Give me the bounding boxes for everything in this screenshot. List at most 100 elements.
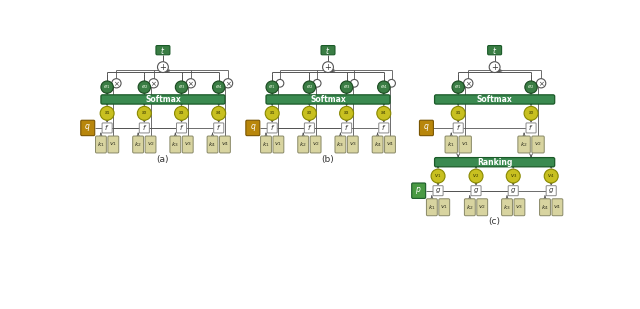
Text: $v_2$: $v_2$: [534, 141, 542, 148]
Circle shape: [506, 169, 520, 183]
Text: $e_2$: $e_2$: [527, 83, 535, 91]
Text: $k_1$: $k_1$: [447, 140, 455, 149]
FancyBboxPatch shape: [214, 123, 224, 133]
Text: $s_1$: $s_1$: [269, 109, 276, 117]
FancyBboxPatch shape: [335, 136, 346, 153]
FancyBboxPatch shape: [260, 136, 271, 153]
FancyBboxPatch shape: [273, 136, 284, 153]
Text: $v_3$: $v_3$: [349, 141, 357, 148]
Circle shape: [489, 62, 500, 73]
Text: $e_2$: $e_2$: [306, 83, 313, 91]
FancyBboxPatch shape: [526, 123, 536, 133]
Circle shape: [265, 106, 279, 120]
Text: $e_3$: $e_3$: [178, 83, 185, 91]
Text: $s_4$: $s_4$: [380, 109, 387, 117]
FancyBboxPatch shape: [101, 95, 225, 104]
Text: $k_3$: $k_3$: [503, 203, 511, 212]
Text: $v_4$: $v_4$: [547, 172, 555, 180]
Text: $e_4$: $e_4$: [380, 83, 388, 91]
FancyBboxPatch shape: [140, 123, 149, 133]
Text: $\times$: $\times$: [465, 79, 472, 87]
Text: $v_2$: $v_2$: [472, 172, 480, 180]
Text: $v_1$: $v_1$: [461, 141, 469, 148]
Text: $g$: $g$: [510, 186, 516, 195]
Text: $k_2$: $k_2$: [134, 140, 142, 149]
Circle shape: [377, 106, 391, 120]
FancyBboxPatch shape: [108, 136, 119, 153]
FancyBboxPatch shape: [379, 123, 389, 133]
Circle shape: [212, 81, 225, 93]
FancyBboxPatch shape: [207, 136, 218, 153]
Text: $v_4$: $v_4$: [386, 141, 394, 148]
FancyBboxPatch shape: [81, 120, 95, 136]
FancyBboxPatch shape: [465, 199, 476, 216]
FancyBboxPatch shape: [502, 199, 513, 216]
FancyBboxPatch shape: [546, 186, 556, 196]
Circle shape: [138, 106, 151, 120]
FancyBboxPatch shape: [95, 136, 106, 153]
Circle shape: [388, 79, 396, 87]
Text: $e_2$: $e_2$: [141, 83, 148, 91]
Text: $k_4$: $k_4$: [541, 203, 549, 212]
FancyBboxPatch shape: [182, 136, 193, 153]
FancyBboxPatch shape: [220, 136, 230, 153]
Circle shape: [544, 169, 558, 183]
Text: (b): (b): [322, 154, 334, 164]
Circle shape: [340, 106, 353, 120]
Circle shape: [223, 79, 233, 88]
Circle shape: [313, 79, 321, 87]
Text: $f$: $f$: [307, 123, 312, 133]
FancyBboxPatch shape: [177, 123, 187, 133]
FancyBboxPatch shape: [532, 136, 544, 153]
Circle shape: [378, 81, 390, 93]
FancyBboxPatch shape: [435, 95, 555, 104]
Text: $\times$: $\times$: [150, 79, 157, 87]
Text: $k_1$: $k_1$: [97, 140, 105, 149]
Text: $k_4$: $k_4$: [209, 140, 216, 149]
Circle shape: [149, 79, 158, 88]
Text: $v_3$: $v_3$: [184, 141, 192, 148]
FancyBboxPatch shape: [488, 45, 502, 55]
FancyBboxPatch shape: [246, 120, 260, 136]
Text: $k_2$: $k_2$: [300, 140, 307, 149]
Text: $e_1$: $e_1$: [268, 83, 276, 91]
Circle shape: [452, 81, 465, 93]
FancyBboxPatch shape: [445, 136, 458, 153]
FancyBboxPatch shape: [426, 199, 437, 216]
Text: $f$: $f$: [456, 123, 461, 133]
Text: $v_2$: $v_2$: [312, 141, 319, 148]
Circle shape: [175, 106, 189, 120]
Text: $k_3$: $k_3$: [337, 140, 344, 149]
Text: $s_1$: $s_1$: [104, 109, 111, 117]
Text: (a): (a): [157, 154, 169, 164]
Text: $k_4$: $k_4$: [374, 140, 381, 149]
Text: $s_1$: $s_1$: [454, 109, 461, 117]
Text: $e_3$: $e_3$: [343, 83, 350, 91]
Text: $g$: $g$: [435, 186, 441, 195]
FancyBboxPatch shape: [412, 183, 426, 198]
FancyBboxPatch shape: [102, 123, 112, 133]
Text: $v_2$: $v_2$: [147, 141, 154, 148]
FancyBboxPatch shape: [385, 136, 396, 153]
Text: $k_1$: $k_1$: [262, 140, 270, 149]
Text: $s_4$: $s_4$: [215, 109, 222, 117]
Text: $f$: $f$: [344, 123, 349, 133]
Text: $f$: $f$: [216, 123, 221, 133]
Circle shape: [351, 79, 358, 87]
Text: $q$: $q$: [423, 122, 429, 133]
Text: Softmax: Softmax: [310, 95, 346, 104]
Circle shape: [157, 62, 168, 73]
Text: $s_2$: $s_2$: [306, 109, 313, 117]
FancyBboxPatch shape: [298, 136, 308, 153]
FancyBboxPatch shape: [439, 199, 450, 216]
Circle shape: [101, 81, 113, 93]
Text: $s_2$: $s_2$: [527, 109, 534, 117]
FancyBboxPatch shape: [514, 199, 525, 216]
FancyBboxPatch shape: [508, 186, 518, 196]
Text: $v_3$: $v_3$: [515, 203, 524, 211]
Text: $+$: $+$: [159, 62, 167, 72]
FancyBboxPatch shape: [321, 45, 335, 55]
Text: Ranking: Ranking: [477, 158, 512, 167]
Text: Softmax: Softmax: [477, 95, 513, 104]
Text: $p$: $p$: [415, 185, 422, 196]
